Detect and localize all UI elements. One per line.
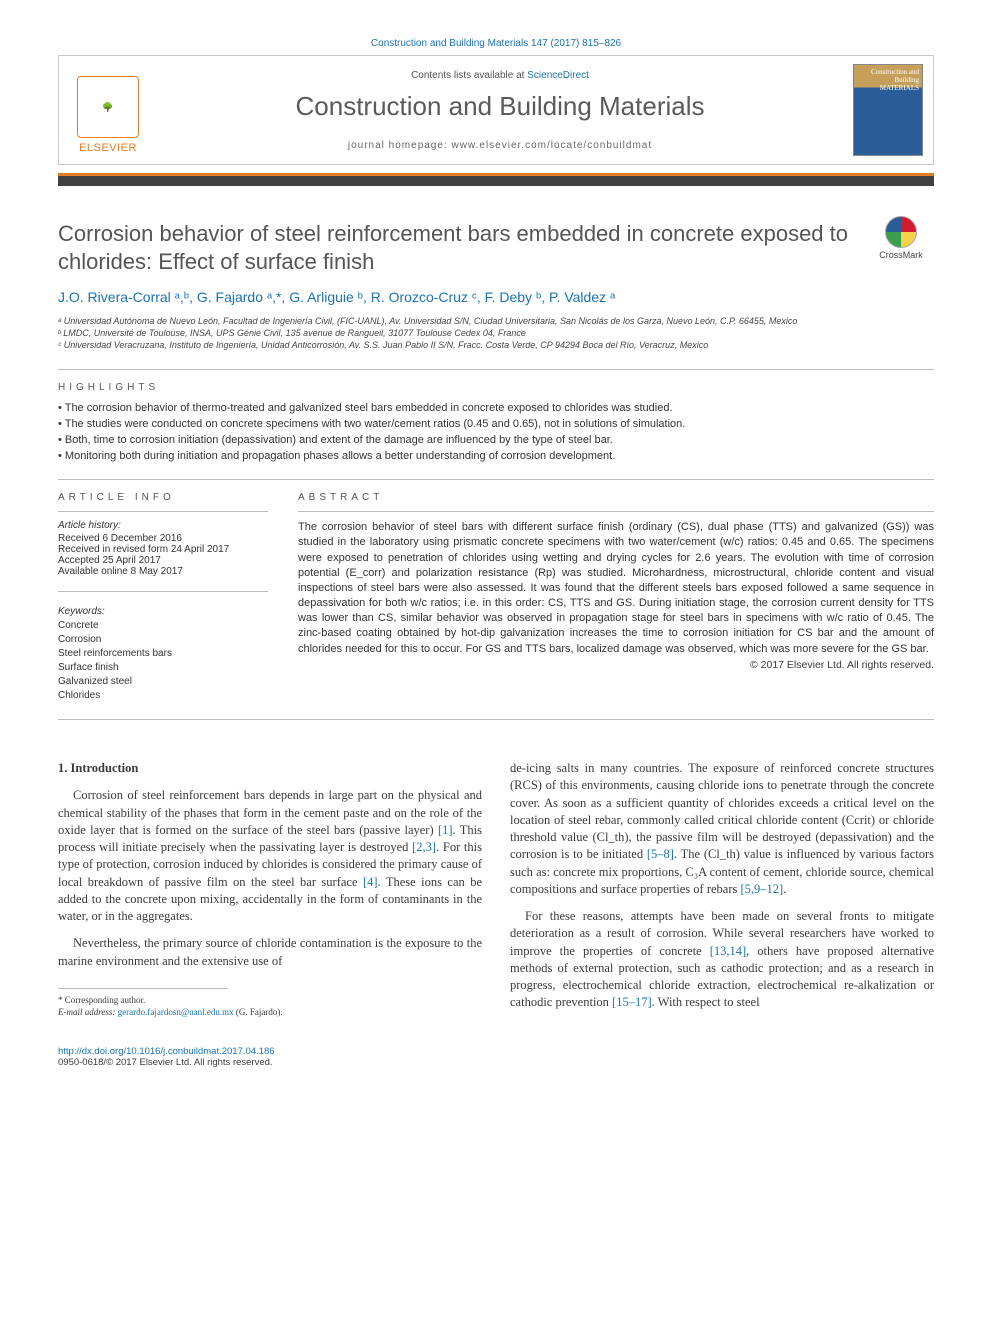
rule <box>58 719 934 720</box>
crossmark-badge[interactable]: CrossMark <box>868 216 934 260</box>
intro-p1: Corrosion of steel reinforcement bars de… <box>58 787 482 925</box>
footnote-rule <box>58 988 228 989</box>
highlight-item: The studies were conducted on concrete s… <box>58 417 934 433</box>
intro-heading: 1. Introduction <box>58 760 482 777</box>
rule <box>58 369 934 370</box>
rule <box>298 511 934 512</box>
highlight-item: The corrosion behavior of thermo-treated… <box>58 401 934 417</box>
abstract-copyright: © 2017 Elsevier Ltd. All rights reserved… <box>298 659 934 671</box>
keywords-label: Keywords: <box>58 606 268 617</box>
history-item: Available online 8 May 2017 <box>58 566 268 577</box>
article-info-label: article info <box>58 492 268 503</box>
abstract-text: The corrosion behavior of steel bars wit… <box>298 520 934 657</box>
ref-link[interactable]: [2,3] <box>412 840 436 854</box>
t: Corrosion of steel reinforcement bars de… <box>58 788 482 837</box>
article-title: Corrosion behavior of steel reinforcemen… <box>58 220 848 275</box>
journal-homepage: journal homepage: www.elsevier.com/locat… <box>147 140 853 151</box>
elsevier-tree-icon: 🌳 <box>77 76 139 138</box>
publisher-label: ELSEVIER <box>79 142 137 154</box>
ref-link[interactable]: [15–17] <box>612 995 652 1009</box>
crossmark-icon <box>885 216 917 248</box>
t: . With respect to steel <box>652 995 760 1009</box>
highlights-list: The corrosion behavior of thermo-treated… <box>58 401 934 465</box>
keyword: Chlorides <box>58 689 268 703</box>
history-item: Received in revised form 24 April 2017 <box>58 544 268 555</box>
contents-text: Contents lists available at <box>411 70 527 81</box>
article-info: article info Article history: Received 6… <box>58 492 268 703</box>
history-label: Article history: <box>58 520 268 531</box>
keyword: Steel reinforcements bars <box>58 647 268 661</box>
intro-p3: de-icing salts in many countries. The ex… <box>510 760 934 898</box>
ref-link[interactable]: [1] <box>438 823 453 837</box>
elsevier-logo: 🌳 ELSEVIER <box>69 66 147 154</box>
journal-cover-thumb: Construction and Building MATERIALS <box>853 64 923 156</box>
journal-title: Construction and Building Materials <box>147 91 853 122</box>
journal-header: 🌳 ELSEVIER Contents lists available at S… <box>58 55 934 165</box>
history-item: Received 6 December 2016 <box>58 533 268 544</box>
corr-author: * Corresponding author. <box>58 995 482 1007</box>
abstract-block: abstract The corrosion behavior of steel… <box>298 492 934 703</box>
history-item: Accepted 25 April 2017 <box>58 555 268 566</box>
affiliations: ᵃ Universidad Autónoma de Nuevo León, Fa… <box>58 315 934 351</box>
highlight-item: Both, time to corrosion initiation (depa… <box>58 433 934 449</box>
citation-line: Construction and Building Materials 147 … <box>58 38 934 49</box>
dark-rule <box>58 176 934 186</box>
t: . <box>783 882 786 896</box>
email-label: E-mail address: <box>58 1007 118 1017</box>
keyword: Galvanized steel <box>58 675 268 689</box>
rule <box>58 511 268 512</box>
affil-c: ᶜ Universidad Veracruzana, Instituto de … <box>58 339 934 351</box>
sciencedirect-link[interactable]: ScienceDirect <box>527 70 589 81</box>
affil-b: ᵇ LMDC, Université de Toulouse, INSA, UP… <box>58 327 934 339</box>
page-footer: http://dx.doi.org/10.1016/j.conbuildmat.… <box>58 1046 934 1068</box>
authors-line: J.O. Rivera-Corral ᵃ,ᵇ, G. Fajardo ᵃ,*, … <box>58 289 934 305</box>
intro-p2: Nevertheless, the primary source of chlo… <box>58 935 482 970</box>
crossmark-label: CrossMark <box>879 250 923 260</box>
email-tail: (G. Fajardo). <box>234 1007 283 1017</box>
ref-link[interactable]: [5–8] <box>647 847 674 861</box>
highlights-label: highlights <box>58 382 934 393</box>
keyword: Surface finish <box>58 661 268 675</box>
rule <box>58 591 268 592</box>
abstract-label: abstract <box>298 492 934 503</box>
highlight-item: Monitoring both during initiation and pr… <box>58 449 934 465</box>
issn-line: 0950-0618/© 2017 Elsevier Ltd. All right… <box>58 1057 934 1068</box>
email-link[interactable]: gerardo.fajardosn@uanl.edu.mx <box>118 1007 234 1017</box>
affil-a: ᵃ Universidad Autónoma de Nuevo León, Fa… <box>58 315 934 327</box>
ref-link[interactable]: [13,14] <box>710 944 746 958</box>
body-text: 1. Introduction Corrosion of steel reinf… <box>58 760 934 1022</box>
ref-link[interactable]: [4] <box>363 875 378 889</box>
doi-link[interactable]: http://dx.doi.org/10.1016/j.conbuildmat.… <box>58 1046 275 1057</box>
intro-p4: For these reasons, attempts have been ma… <box>510 908 934 1012</box>
contents-available: Contents lists available at ScienceDirec… <box>147 70 853 81</box>
keyword: Concrete <box>58 619 268 633</box>
rule <box>58 479 934 480</box>
ref-link[interactable]: [5,9–12] <box>740 882 783 896</box>
keyword: Corrosion <box>58 633 268 647</box>
footnote: * Corresponding author. E-mail address: … <box>58 995 482 1018</box>
